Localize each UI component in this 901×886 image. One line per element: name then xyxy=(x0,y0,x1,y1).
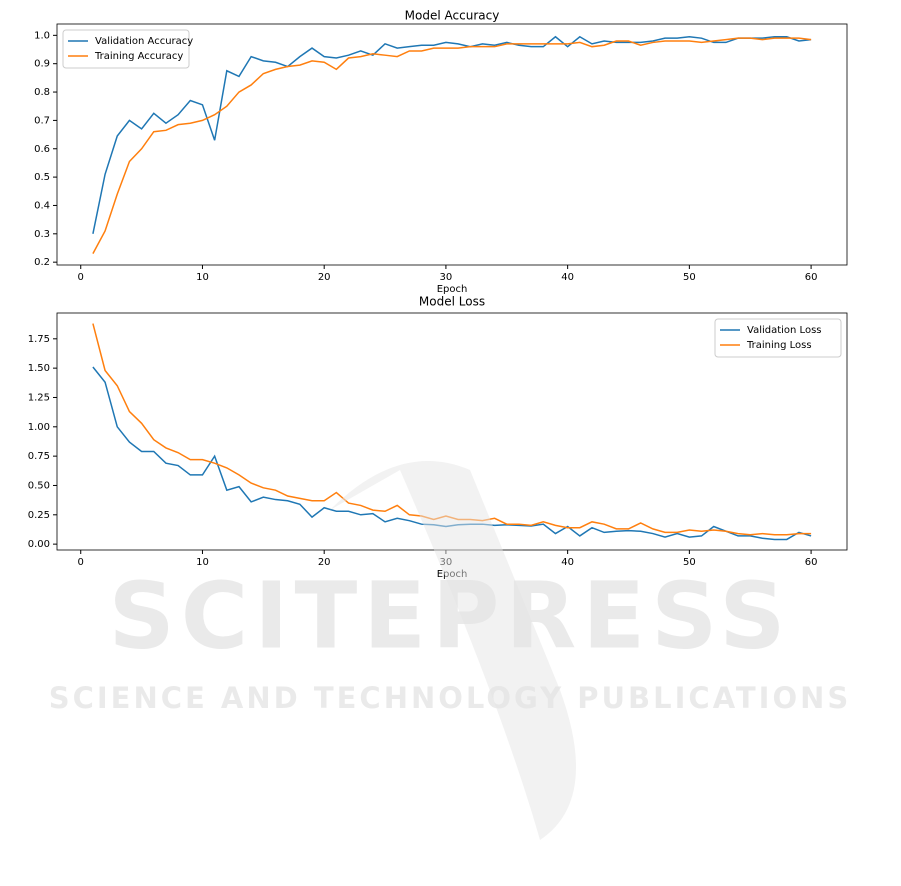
x-tick-label: 10 xyxy=(196,557,209,568)
x-tick-label: 30 xyxy=(440,272,453,283)
x-tick-label: 50 xyxy=(683,557,696,568)
x-tick-label: 0 xyxy=(78,557,84,568)
x-tick-label: 50 xyxy=(683,272,696,283)
watermark-title: SCITEPRESS xyxy=(108,562,791,669)
y-tick-label: 0.7 xyxy=(34,115,50,126)
x-tick-label: 40 xyxy=(561,557,574,568)
y-tick-label: 0.5 xyxy=(34,172,50,183)
x-tick-label: 40 xyxy=(561,272,574,283)
legend-label: Validation Accuracy xyxy=(95,36,193,47)
x-tick-label: 60 xyxy=(805,557,818,568)
y-tick-label: 1.50 xyxy=(28,363,50,374)
x-tick-label: 0 xyxy=(78,272,84,283)
x-axis-label: Epoch xyxy=(437,284,468,295)
legend-label: Training Accuracy xyxy=(94,51,183,62)
legend-box xyxy=(62,29,190,69)
legend-label: Training Loss xyxy=(746,340,812,351)
data-line xyxy=(92,35,812,234)
x-tick-label: 20 xyxy=(318,557,331,568)
y-tick-label: 0.75 xyxy=(28,451,50,462)
y-tick-label: 0.2 xyxy=(34,257,50,268)
y-tick-label: 0.00 xyxy=(28,539,50,550)
y-tick-label: 0.9 xyxy=(34,59,50,70)
y-tick-label: 1.75 xyxy=(28,334,50,345)
y-tick-label: 1.00 xyxy=(28,422,50,433)
y-tick-label: 0.25 xyxy=(28,510,50,521)
legend-label: Validation Loss xyxy=(747,325,822,336)
y-tick-label: 0.50 xyxy=(28,480,50,491)
y-tick-label: 1.0 xyxy=(34,30,50,41)
y-tick-label: 0.4 xyxy=(34,200,50,211)
data-line xyxy=(92,37,812,255)
legend-box xyxy=(714,318,842,358)
x-tick-label: 20 xyxy=(318,272,331,283)
chart-title: Model Loss xyxy=(419,295,485,309)
chart-title: Model Accuracy xyxy=(405,9,500,23)
y-tick-label: 0.6 xyxy=(34,144,50,155)
x-tick-label: 10 xyxy=(196,272,209,283)
y-tick-label: 0.3 xyxy=(34,229,50,240)
watermark-swoosh xyxy=(330,461,576,840)
watermark-subtitle: SCIENCE AND TECHNOLOGY PUBLICATIONS xyxy=(49,681,852,715)
plot-frame xyxy=(56,23,848,266)
x-tick-label: 60 xyxy=(805,272,818,283)
y-tick-label: 0.8 xyxy=(34,87,50,98)
y-tick-label: 1.25 xyxy=(28,392,50,403)
